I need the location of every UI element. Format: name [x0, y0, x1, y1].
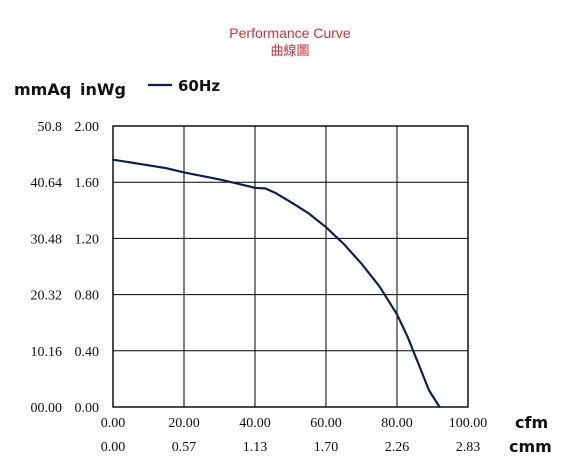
plot-frame [112, 125, 469, 408]
x-tick-label-cfm: 20.00 [168, 416, 200, 431]
y-tick-label-mmaq: 10.16 [31, 345, 63, 360]
tick-layer: 0.00 20.00 40.00 60.00 80.00 100.00 0.00 0.57 1.… [31, 120, 488, 455]
series-line-60hz [111, 158, 441, 409]
y-tick-label-inwg: 0.00 [75, 401, 100, 416]
y-tick-label-inwg: 0.80 [75, 289, 100, 304]
x-unit-primary-label: cfm [515, 413, 548, 432]
y-tick-label-mmaq: 40.64 [31, 176, 63, 191]
x-tick-label-cfm: 40.00 [239, 416, 271, 431]
x-tick-label-cmm: 2.83 [456, 440, 481, 455]
x-tick-label-cfm: 0.00 [101, 416, 126, 431]
y-unit-secondary-label: inWg [80, 80, 126, 99]
legend-label-60hz: 60Hz [178, 77, 220, 95]
y-tick-label-inwg: 1.20 [75, 232, 100, 247]
y-tick-label-mmaq: 30.48 [31, 232, 63, 247]
x-tick-label-cmm: 0.57 [172, 440, 197, 455]
x-tick-label-cmm: 1.70 [314, 440, 339, 455]
y-tick-label-mmaq: 00.00 [31, 401, 63, 416]
x-tick-label-cfm: 80.00 [381, 416, 413, 431]
chart-subtitle: 曲線圖 [270, 43, 309, 59]
x-tick-label-cmm: 2.26 [385, 440, 410, 455]
chart-title: Performance Curve [229, 25, 351, 41]
x-tick-label-cfm: 60.00 [310, 416, 342, 431]
x-tick-label-cmm: 1.13 [243, 440, 268, 455]
y-tick-label-inwg: 0.40 [75, 345, 100, 360]
y-tick-label-inwg: 2.00 [75, 120, 100, 135]
x-tick-label-cfm: 100.00 [449, 416, 488, 431]
y-unit-primary-label: mmAq [14, 80, 71, 99]
y-tick-label-inwg: 1.60 [75, 176, 100, 191]
y-tick-label-mmaq: 20.32 [31, 289, 63, 304]
y-tick-label-mmaq: 50.8 [38, 120, 63, 135]
x-unit-secondary-label: cmm [509, 437, 552, 456]
x-tick-label-cmm: 0.00 [101, 440, 126, 455]
series-layer [111, 158, 441, 409]
